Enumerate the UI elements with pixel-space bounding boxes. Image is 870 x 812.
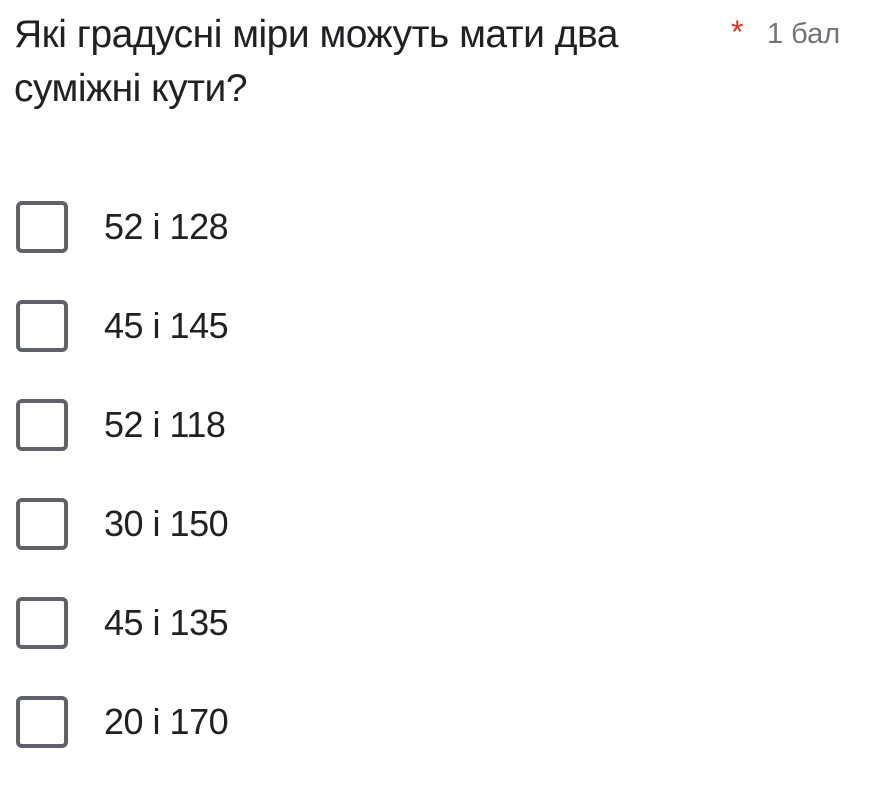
required-asterisk: * bbox=[731, 14, 744, 50]
checkbox-icon[interactable] bbox=[16, 399, 68, 451]
option-checkbox[interactable]: 52 і 128 bbox=[16, 200, 229, 254]
option-label: 52 і 118 bbox=[104, 404, 226, 445]
points-label: 1 бал bbox=[767, 18, 841, 50]
checkbox-icon[interactable] bbox=[16, 696, 68, 748]
option-checkbox[interactable]: 52 і 118 bbox=[16, 398, 226, 452]
checkbox-icon[interactable] bbox=[16, 201, 68, 253]
option-label: 52 і 128 bbox=[104, 206, 229, 247]
option-checkbox[interactable]: 45 і 135 bbox=[16, 596, 229, 650]
option-label: 20 і 170 bbox=[104, 701, 229, 742]
option-checkbox[interactable]: 45 і 145 bbox=[16, 299, 229, 353]
option-checkbox[interactable]: 20 і 170 bbox=[16, 695, 229, 749]
question-title: Які градусні міри можуть мати два суміжн… bbox=[14, 13, 618, 110]
checkbox-icon[interactable] bbox=[16, 498, 68, 550]
option-label: 45 і 145 bbox=[104, 305, 229, 346]
checkbox-icon[interactable] bbox=[16, 300, 68, 352]
option-label: 45 і 135 bbox=[104, 602, 229, 643]
option-checkbox[interactable]: 30 і 150 bbox=[16, 497, 229, 551]
checkbox-icon[interactable] bbox=[16, 597, 68, 649]
option-label: 30 і 150 bbox=[104, 503, 229, 544]
